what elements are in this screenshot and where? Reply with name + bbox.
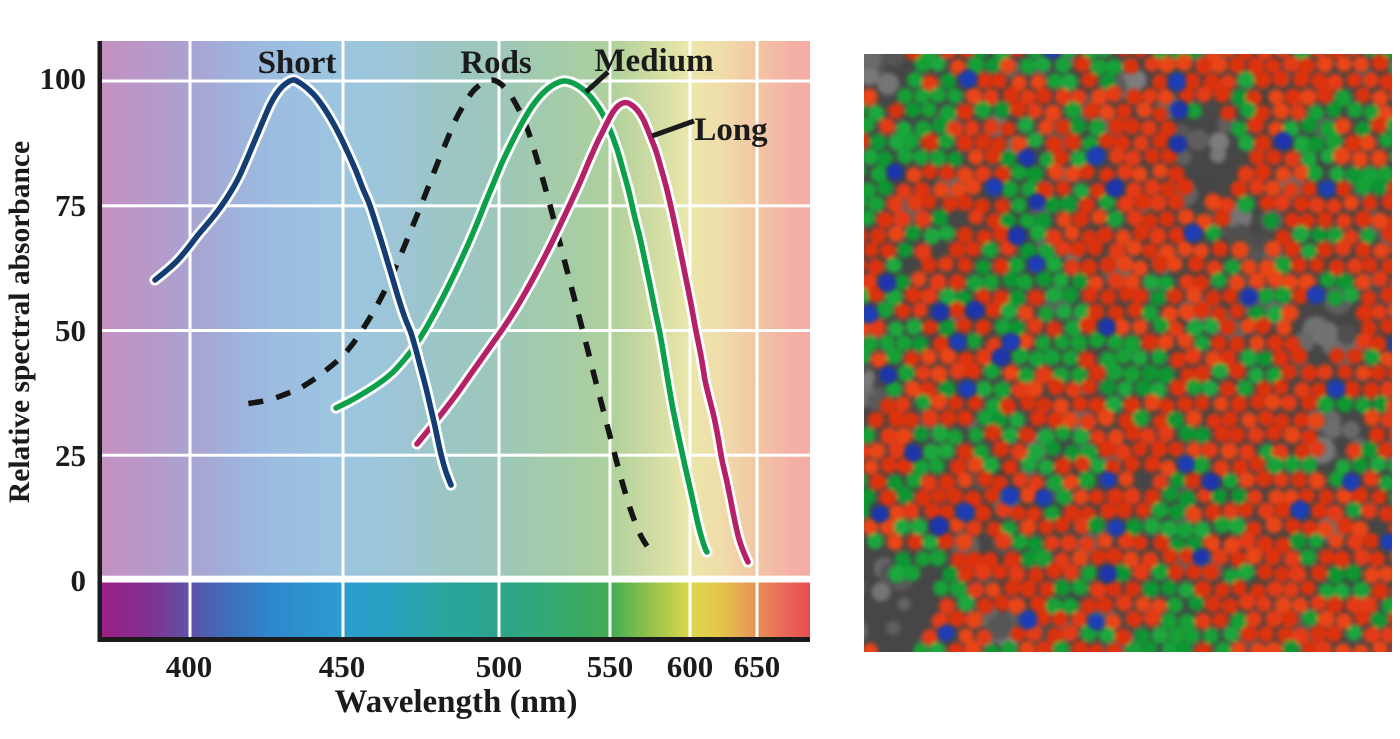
svg-text:0: 0 xyxy=(71,563,87,598)
svg-text:50: 50 xyxy=(55,313,86,348)
svg-text:Relative spectral absorbance: Relative spectral absorbance xyxy=(4,141,36,503)
svg-text:400: 400 xyxy=(166,649,213,684)
svg-text:500: 500 xyxy=(476,649,523,684)
svg-text:Long: Long xyxy=(694,112,768,148)
svg-text:550: 550 xyxy=(587,649,634,684)
svg-text:Medium: Medium xyxy=(594,43,713,79)
svg-text:75: 75 xyxy=(55,188,86,223)
svg-text:450: 450 xyxy=(319,649,366,684)
svg-text:25: 25 xyxy=(55,438,86,473)
svg-text:Wavelength (nm): Wavelength (nm) xyxy=(335,684,578,720)
svg-text:Rods: Rods xyxy=(460,45,532,81)
svg-text:650: 650 xyxy=(734,649,781,684)
svg-text:600: 600 xyxy=(667,649,714,684)
svg-text:Short: Short xyxy=(258,45,337,81)
svg-text:100: 100 xyxy=(40,61,87,96)
